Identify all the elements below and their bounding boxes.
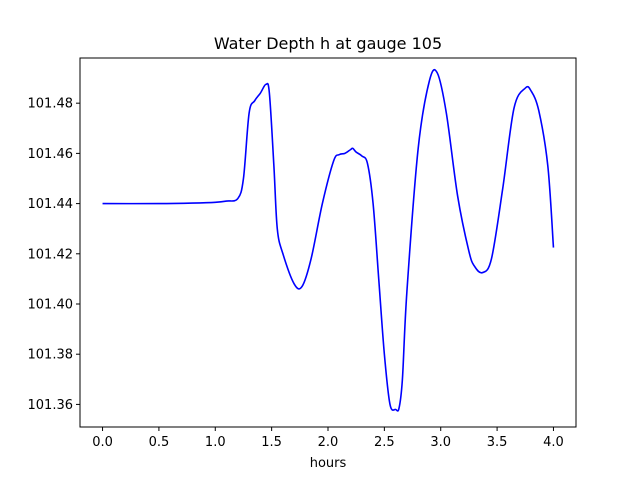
x-tick-label: 1.5	[261, 435, 282, 450]
chart-title: Water Depth h at gauge 105	[214, 34, 442, 53]
y-tick-label: 101.46	[28, 147, 74, 162]
y-tick-label: 101.48	[28, 97, 74, 112]
y-tick-label: 101.40	[28, 298, 74, 313]
y-axis: 101.36 101.38 101.40 101.42 101.44 101.46 101.…	[28, 97, 80, 413]
plot-area	[79, 57, 577, 428]
x-tick-label: 0.5	[149, 435, 170, 450]
x-tick-label: 0.0	[92, 435, 113, 450]
x-axis: 0.0 0.5 1.0 1.5 2.0 2.5 3.0 3.5 4.0	[92, 427, 564, 450]
y-tick-label: 101.42	[28, 247, 74, 262]
y-tick-label: 101.36	[28, 398, 74, 413]
x-tick-label: 1.0	[205, 435, 226, 450]
y-tick-label: 101.44	[28, 197, 74, 212]
series-line	[102, 68, 555, 412]
y-tick-label: 101.38	[28, 348, 74, 363]
x-tick-label: 2.0	[318, 435, 339, 450]
x-tick-label: 3.5	[487, 435, 508, 450]
plot-frame	[79, 57, 577, 428]
x-tick-label: 3.0	[430, 435, 451, 450]
x-axis-label: hours	[310, 456, 347, 471]
x-tick-label: 2.5	[374, 435, 395, 450]
x-tick-label: 4.0	[543, 435, 564, 450]
